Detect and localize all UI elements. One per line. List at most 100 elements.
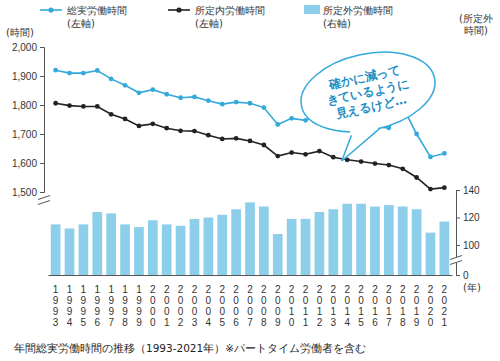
point bbox=[317, 149, 322, 154]
bar bbox=[120, 224, 130, 275]
tick: 2001 bbox=[164, 275, 170, 328]
plot-area bbox=[51, 68, 449, 275]
tick: 1993 bbox=[53, 275, 59, 328]
bar bbox=[412, 209, 422, 275]
tick: 2011 bbox=[303, 275, 309, 328]
point bbox=[220, 137, 225, 142]
tick: 1999 bbox=[136, 275, 142, 328]
point bbox=[248, 101, 253, 106]
bar bbox=[203, 218, 213, 276]
legend-label: 所定外労働時間(右軸) bbox=[323, 5, 393, 29]
bar bbox=[273, 234, 283, 275]
point bbox=[81, 104, 86, 109]
tick-label: 2013 bbox=[331, 284, 337, 328]
tick-label: 1993 bbox=[53, 284, 59, 328]
tick-label: 2016 bbox=[372, 284, 378, 328]
point bbox=[178, 95, 183, 100]
tick-label: 2004 bbox=[206, 284, 212, 328]
tick-label: 2001 bbox=[164, 284, 170, 328]
tick: 2,000 bbox=[12, 42, 44, 53]
bubble bbox=[294, 41, 443, 144]
tick-label: 2005 bbox=[219, 284, 225, 328]
legend-item: 総実労働時間(左軸) bbox=[40, 5, 127, 29]
legend-swatch bbox=[304, 5, 320, 14]
tick-label: 1998 bbox=[122, 284, 128, 328]
point bbox=[81, 71, 86, 76]
tick: 2003 bbox=[192, 275, 198, 328]
point bbox=[303, 152, 308, 157]
bar bbox=[162, 224, 172, 275]
point bbox=[248, 139, 253, 144]
tick-label: 2014 bbox=[344, 284, 350, 328]
point bbox=[400, 166, 405, 171]
point bbox=[53, 68, 58, 73]
axis-line bbox=[40, 48, 45, 193]
legend-item: 所定内労働時間(左軸) bbox=[168, 5, 265, 29]
point bbox=[109, 112, 114, 117]
tick-mark bbox=[456, 275, 460, 276]
tick-label: 2019 bbox=[414, 284, 420, 328]
legend-label: 所定内労働時間(左軸) bbox=[195, 5, 265, 29]
tick: 1,700 bbox=[12, 129, 44, 140]
tick-mark bbox=[40, 76, 44, 77]
point bbox=[164, 92, 169, 97]
tick: 100 bbox=[456, 240, 480, 251]
tick-mark bbox=[456, 190, 460, 191]
tick-label: 1999 bbox=[136, 284, 142, 328]
title: 年間総実労働時間の推移（1993-2021年）※パートタイム労働者を含む bbox=[14, 342, 366, 354]
tick-label: 1997 bbox=[108, 284, 114, 328]
tick-label: 140 bbox=[463, 185, 480, 196]
point bbox=[428, 187, 433, 192]
tick-mark bbox=[40, 105, 44, 106]
point bbox=[67, 71, 72, 76]
legend-item: 所定外労働時間(右軸) bbox=[304, 5, 393, 29]
tick: 2009 bbox=[275, 275, 281, 328]
tick-label: 0 bbox=[463, 270, 469, 281]
bar bbox=[148, 220, 158, 275]
bar bbox=[384, 205, 394, 275]
tick: 0 bbox=[456, 270, 469, 281]
annotation-text: 確かに減ってきているように見えるけど… bbox=[322, 62, 413, 123]
tick-mark bbox=[40, 192, 44, 193]
tick-label: 2006 bbox=[233, 284, 239, 328]
chart: 1,5001,6001,7001,8001,9002,0000100120140… bbox=[0, 0, 500, 361]
point bbox=[428, 155, 433, 160]
y2-axis: 0 100 120 140 bbox=[456, 185, 480, 281]
point bbox=[442, 151, 447, 156]
point bbox=[261, 143, 266, 148]
point bbox=[206, 133, 211, 138]
point bbox=[373, 161, 378, 166]
bar bbox=[356, 204, 366, 275]
point bbox=[137, 123, 142, 128]
tick: 1998 bbox=[122, 275, 128, 328]
tick-mark bbox=[40, 163, 44, 164]
tick: 1994 bbox=[67, 275, 73, 328]
axis-line bbox=[49, 275, 453, 276]
tick: 1,800 bbox=[12, 100, 44, 111]
bar bbox=[245, 202, 255, 275]
tick: 2013 bbox=[331, 275, 337, 328]
bar bbox=[328, 209, 338, 275]
tick-label: 2011 bbox=[303, 284, 309, 328]
point bbox=[261, 105, 266, 110]
tick-label: 1,800 bbox=[12, 100, 37, 111]
tick: 120 bbox=[456, 212, 480, 223]
tick: 2015 bbox=[358, 275, 364, 328]
legend-marker bbox=[48, 7, 53, 12]
tick-label: 2010 bbox=[289, 284, 295, 328]
point bbox=[178, 128, 183, 133]
tick-label: 2000 bbox=[150, 284, 156, 328]
point bbox=[95, 104, 100, 109]
tick-label: 100 bbox=[463, 240, 480, 251]
legend-marker bbox=[176, 7, 181, 12]
tick: 2014 bbox=[344, 275, 350, 328]
point bbox=[53, 101, 58, 106]
bar bbox=[370, 207, 380, 276]
tick: 1,900 bbox=[12, 71, 44, 82]
bar bbox=[342, 204, 352, 275]
tick-label: 120 bbox=[463, 212, 480, 223]
tick: 2006 bbox=[233, 275, 239, 328]
point bbox=[150, 121, 155, 126]
tick-label: 2012 bbox=[317, 284, 323, 328]
bar bbox=[315, 212, 325, 275]
